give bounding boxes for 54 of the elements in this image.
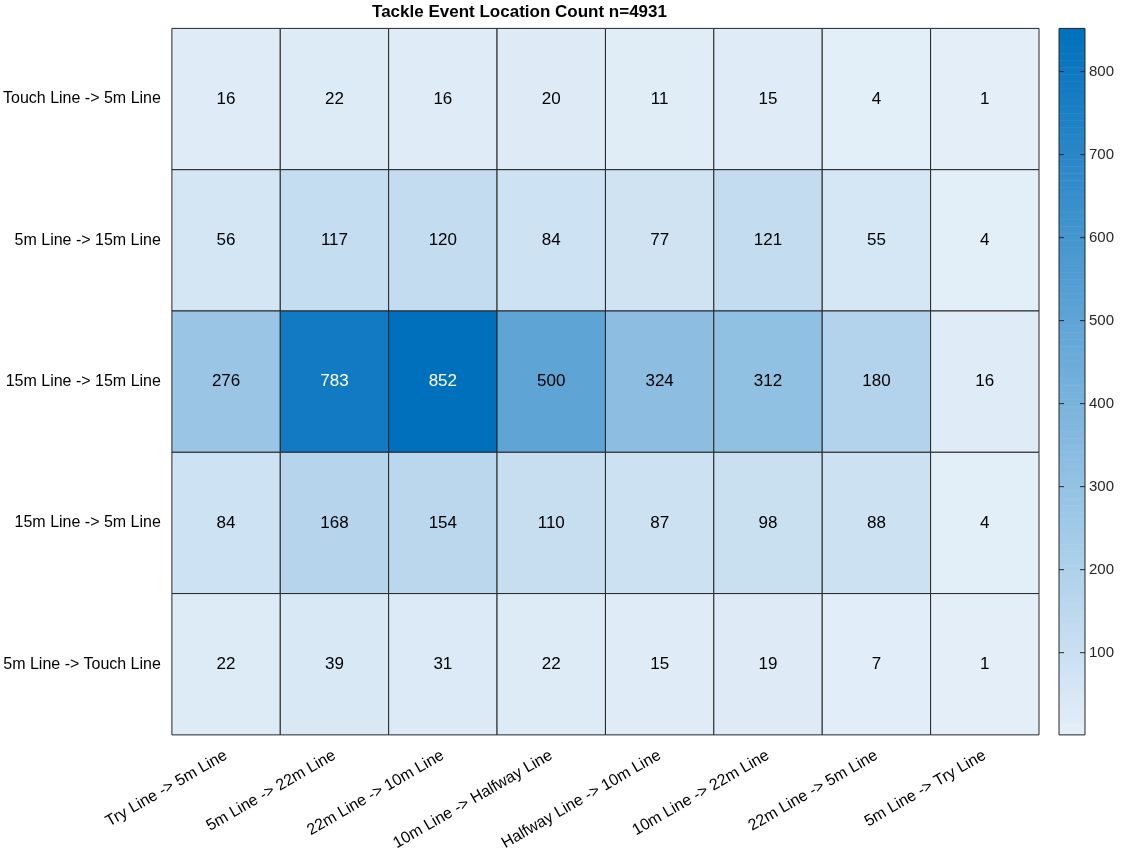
data-label: 1: [980, 88, 990, 108]
y-tick-label: 15m Line -> 15m Line: [5, 372, 161, 390]
data-label: 121: [753, 230, 783, 250]
data-label: 168: [320, 512, 349, 532]
data-label: 312: [753, 371, 783, 391]
y-tick-label: 15m Line -> 5m Line: [14, 513, 161, 531]
color-bar-label: 700: [1089, 144, 1115, 162]
color-bar-label: 600: [1089, 227, 1115, 245]
color-bar-label: 400: [1089, 393, 1115, 411]
data-label: 56: [216, 230, 236, 250]
color-bar-label: 200: [1089, 559, 1115, 577]
data-label: 4: [980, 512, 990, 532]
data-label: 4: [980, 230, 990, 250]
data-label: 22: [216, 653, 236, 673]
data-label: 7: [871, 653, 882, 673]
data-label: 20: [541, 88, 561, 108]
data-label: 15: [758, 88, 778, 108]
data-label: 16: [216, 88, 236, 108]
data-label: 22: [325, 88, 344, 108]
data-label: 276: [211, 371, 241, 391]
data-label: 22: [541, 653, 561, 673]
chart-title: Tackle Event Location Count n=4931: [372, 1, 667, 21]
data-label: 852: [428, 371, 458, 391]
y-tick-label: 5m Line -> 15m Line: [14, 230, 161, 248]
color-bar-label: 100: [1089, 642, 1115, 660]
data-label: 15: [650, 653, 670, 673]
y-tick-label: 5m Line -> Touch Line: [3, 654, 161, 672]
data-label: 16: [433, 88, 453, 108]
y-tick-label: Touch Line -> 5m Line: [3, 89, 161, 107]
data-label: 84: [216, 512, 236, 532]
data-label: 55: [866, 230, 886, 250]
data-label: 16: [975, 371, 995, 391]
data-label: 4: [871, 88, 882, 108]
data-label: 1: [980, 653, 990, 673]
data-label: 117: [320, 230, 349, 250]
data-label: 154: [428, 512, 458, 532]
data-label: 39: [325, 653, 344, 673]
data-label: 120: [428, 230, 458, 250]
color-bar-label: 800: [1089, 61, 1115, 79]
data-label: 110: [537, 512, 565, 532]
color-bar-label: 500: [1089, 310, 1115, 328]
data-label: 180: [862, 371, 891, 391]
data-label: 19: [758, 653, 778, 673]
data-label: 77: [650, 230, 670, 250]
color-bar-label: 300: [1089, 476, 1115, 494]
data-label: 88: [866, 512, 886, 532]
data-label: 783: [320, 371, 349, 391]
data-label: 500: [537, 371, 566, 391]
data-label: 98: [758, 512, 778, 532]
data-label: 87: [650, 512, 670, 532]
data-label: 84: [541, 230, 561, 250]
data-label: 31: [433, 653, 453, 673]
data-label: 11: [650, 88, 669, 108]
data-label: 324: [645, 371, 674, 391]
